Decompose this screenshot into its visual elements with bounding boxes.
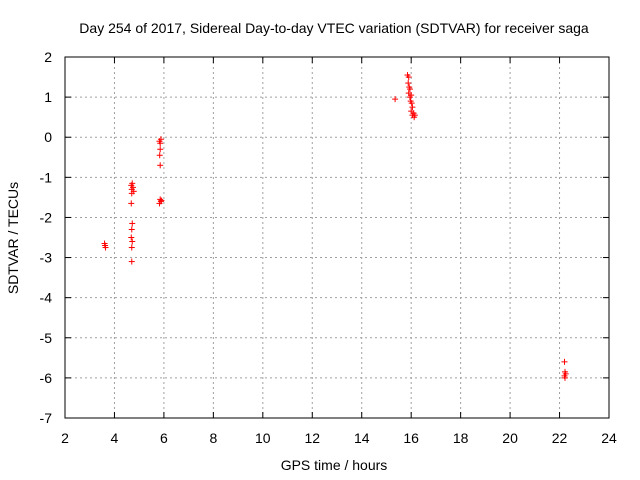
data-point-marker <box>158 197 165 204</box>
data-point-marker <box>102 244 109 251</box>
data-point-marker <box>157 146 164 153</box>
data-point-marker <box>128 226 135 233</box>
data-point-marker <box>405 80 412 87</box>
data-point-marker <box>157 136 164 143</box>
data-point-marker <box>392 96 399 103</box>
data-point-marker <box>128 200 135 207</box>
y-tick-labels: 2 1 0 -1 -2 -3 -4 -5 -6 -7 <box>40 49 53 426</box>
data-point-marker <box>130 188 137 195</box>
x-tick-label: 22 <box>552 430 568 446</box>
data-point-marker <box>406 86 413 93</box>
x-tick-label: 10 <box>255 430 271 446</box>
data-point-marker <box>561 374 568 381</box>
x-tick-label: 18 <box>453 430 469 446</box>
y-tick-label: -2 <box>40 209 53 225</box>
y-tick-label: -1 <box>40 169 53 185</box>
x-tick-label: 2 <box>61 430 69 446</box>
data-point-marker <box>128 234 135 241</box>
data-point-marker <box>561 358 568 365</box>
data-points <box>101 72 569 381</box>
y-tick-label: -3 <box>40 250 53 266</box>
data-point-marker <box>408 100 415 107</box>
data-point-marker <box>129 180 136 187</box>
data-point-marker <box>128 244 135 251</box>
x-tick-label: 16 <box>403 430 419 446</box>
x-tick-label: 14 <box>354 430 370 446</box>
data-point-marker <box>408 92 415 99</box>
x-tick-label: 8 <box>209 430 217 446</box>
y-axis-label: SDTVAR / TECUs <box>5 182 21 294</box>
y-tick-label: 1 <box>44 89 52 105</box>
data-point-marker <box>405 74 412 81</box>
x-axis-label: GPS time / hours <box>281 457 388 473</box>
x-tick-label: 20 <box>502 430 518 446</box>
y-tick-label: -5 <box>40 330 53 346</box>
x-tick-label: 4 <box>111 430 119 446</box>
x-tick-label: 24 <box>601 430 617 446</box>
axis-ticks <box>64 56 610 419</box>
x-tick-labels: 2 4 6 8 10 12 14 16 18 20 22 24 <box>61 430 617 446</box>
x-tick-label: 12 <box>304 430 320 446</box>
chart-title: Day 254 of 2017, Sidereal Day-to-day VTE… <box>79 20 589 36</box>
data-point-marker <box>157 162 164 169</box>
y-tick-label: -7 <box>40 410 53 426</box>
y-tick-label: -4 <box>40 290 53 306</box>
data-point-marker <box>129 220 136 227</box>
data-point-marker <box>130 184 136 191</box>
data-point-marker <box>157 140 164 147</box>
data-point-marker <box>128 258 135 265</box>
y-tick-label: -6 <box>40 370 53 386</box>
data-point-marker <box>129 238 136 245</box>
plot-border <box>64 56 610 419</box>
data-point-marker <box>409 104 416 111</box>
x-tick-label: 6 <box>160 430 168 446</box>
data-point-marker <box>562 370 569 377</box>
grid-lines <box>65 57 609 418</box>
y-tick-label: 0 <box>44 129 52 145</box>
y-tick-label: 2 <box>44 49 52 65</box>
data-point-marker <box>411 112 418 119</box>
data-point-marker <box>156 152 163 159</box>
